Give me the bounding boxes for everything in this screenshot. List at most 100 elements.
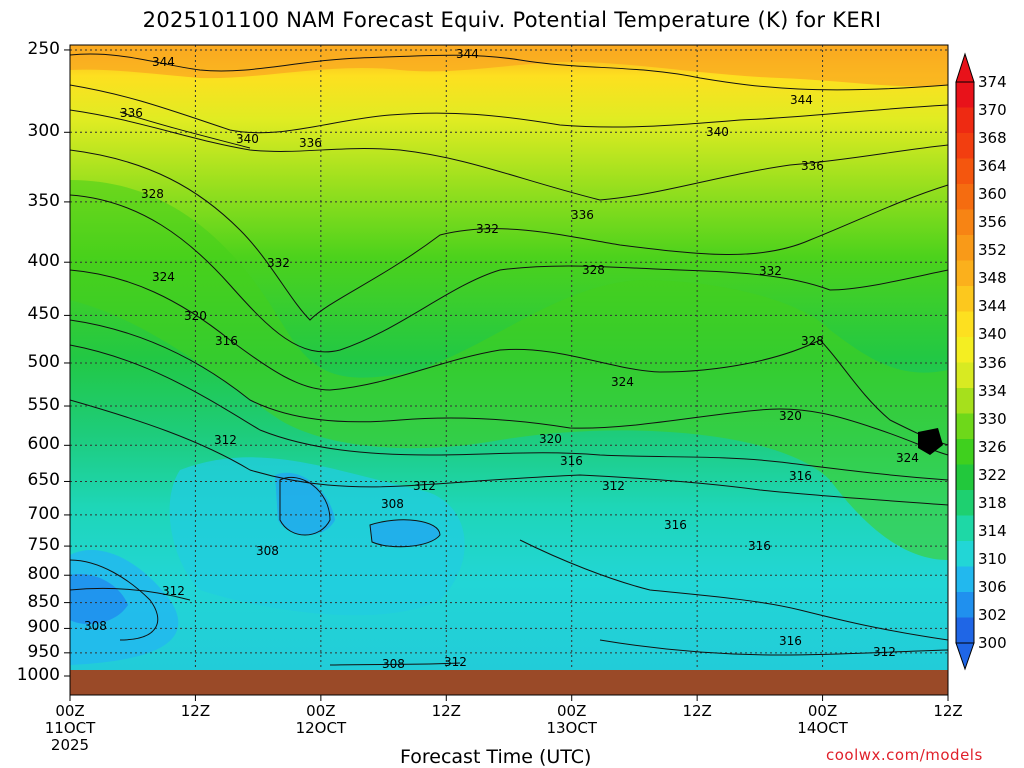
blue-region-central — [275, 472, 335, 535]
colorbar-top-arrow — [955, 52, 975, 83]
contour-label: 312 — [602, 479, 625, 493]
contour-label: 328 — [582, 263, 605, 277]
contour-label: 324 — [611, 375, 634, 389]
contour-label: 324 — [152, 270, 175, 284]
x-tick-label: 00Z 14OCT — [797, 702, 848, 737]
contour-label: 320 — [779, 409, 802, 423]
x-tick-label: 00Z 11OCT 2025 — [44, 702, 96, 754]
contour-label: 320 — [539, 432, 562, 446]
x-tick-label: 12Z — [682, 702, 712, 720]
dark-blue-region-lower-left — [70, 574, 128, 625]
colorbar-label: 334 — [978, 381, 1007, 400]
contour-312c — [599, 639, 949, 656]
contour-308 — [69, 559, 159, 641]
colorbar-swatch — [956, 490, 974, 516]
contour-312 — [69, 399, 949, 506]
colorbar-swatch — [956, 439, 974, 465]
contour-label: 332 — [759, 264, 782, 278]
contour-label: 316 — [779, 634, 802, 648]
contour-320 — [69, 319, 949, 456]
y-tick-label: 850 — [27, 591, 60, 612]
contour-label: 316 — [215, 334, 238, 348]
contour-label: 312 — [873, 645, 896, 659]
y-tick-label: 800 — [27, 564, 60, 585]
contour-344 — [69, 53, 949, 91]
top-orange-band — [70, 45, 948, 87]
colorbar-label: 310 — [978, 549, 1007, 568]
credit-text: coolwx.com/models — [826, 746, 983, 764]
y-tick-label: 600 — [27, 434, 60, 455]
colorbar-label: 360 — [978, 185, 1007, 204]
y-tick-label: 750 — [27, 535, 60, 556]
contour-label: 316 — [560, 454, 583, 468]
colorbar — [955, 52, 975, 671]
contour-label: 316 — [664, 518, 687, 532]
colorbar-swatch — [956, 592, 974, 618]
heatmap-field — [70, 45, 948, 670]
contour-label: 308 — [381, 497, 404, 511]
x-tick-label: 12Z — [431, 702, 461, 720]
contour-lines — [69, 53, 949, 666]
colorbar-label: 306 — [978, 577, 1007, 596]
contour-label: 340 — [706, 125, 729, 139]
contour-label: 344 — [456, 47, 479, 61]
colorbar-label: 300 — [978, 634, 1007, 652]
y-tick-label: 700 — [27, 503, 60, 524]
contour-332 — [69, 149, 949, 321]
contour-label: 328 — [141, 187, 164, 201]
colorbar-label: 340 — [978, 325, 1007, 344]
chart-title: 2025101100 NAM Forecast Equiv. Potential… — [142, 8, 882, 32]
colorbar-swatch — [956, 158, 974, 185]
contour-label: 312 — [214, 433, 237, 447]
contour-label: 324 — [896, 451, 919, 465]
colorbar-swatch — [956, 566, 974, 593]
colorbar-bottom-arrow — [955, 642, 975, 671]
contour-324 — [69, 269, 949, 446]
contour-labels: 344 344 336 340 336 328 332 324 320 316 … — [84, 47, 919, 671]
contour-label: 308 — [84, 619, 107, 633]
contour-336b — [119, 111, 251, 149]
y-ticks — [64, 49, 70, 677]
colorbar-label: 356 — [978, 213, 1007, 232]
contour-label: 332 — [476, 222, 499, 236]
contour-label: 312 — [444, 655, 467, 669]
contour-label: 344 — [790, 93, 813, 107]
x-tick-label: 12Z — [180, 702, 211, 720]
gridlines — [70, 45, 948, 670]
contour-label: 336 — [299, 136, 322, 150]
y-tick-label: 950 — [27, 641, 60, 662]
colorbar-swatch — [956, 337, 974, 363]
colorbar-swatch — [956, 362, 974, 389]
plot-frame — [69, 44, 949, 696]
contour-label: 332 — [267, 256, 290, 270]
colorbar-label: 330 — [978, 409, 1007, 428]
contour-label: 336 — [801, 159, 824, 173]
colorbar-label: 314 — [978, 521, 1007, 540]
contour-blue-loop — [369, 519, 441, 548]
y-tick-label: 550 — [27, 395, 60, 416]
ground-below-surface — [70, 670, 948, 695]
contour-label: 312 — [413, 479, 436, 493]
colorbar-label: 374 — [978, 73, 1007, 91]
colorbar-label: 370 — [978, 101, 1007, 120]
contour-label: 320 — [184, 309, 207, 323]
colorbar-swatch — [956, 311, 974, 338]
contour-label: 312 — [162, 584, 185, 598]
contour-label: 336 — [120, 106, 143, 120]
x-axis-label: Forecast Time (UTC) — [400, 746, 592, 768]
colorbar-label: 344 — [978, 297, 1007, 316]
contour-label: 316 — [748, 539, 771, 553]
y-tick-label: 900 — [27, 617, 60, 638]
x-ticks — [69, 695, 949, 701]
contour-label: 308 — [256, 544, 279, 558]
colorbar-label: 352 — [978, 241, 1007, 260]
contour-label: 308 — [382, 657, 405, 671]
colorbar-label: 326 — [978, 437, 1007, 456]
colorbar-label: 368 — [978, 129, 1007, 148]
colorbar-label: 348 — [978, 269, 1007, 288]
y-tick-label: 500 — [27, 351, 60, 372]
green-tongue — [70, 180, 948, 560]
colorbar-swatch — [956, 617, 974, 644]
colorbar-swatch — [956, 82, 974, 108]
